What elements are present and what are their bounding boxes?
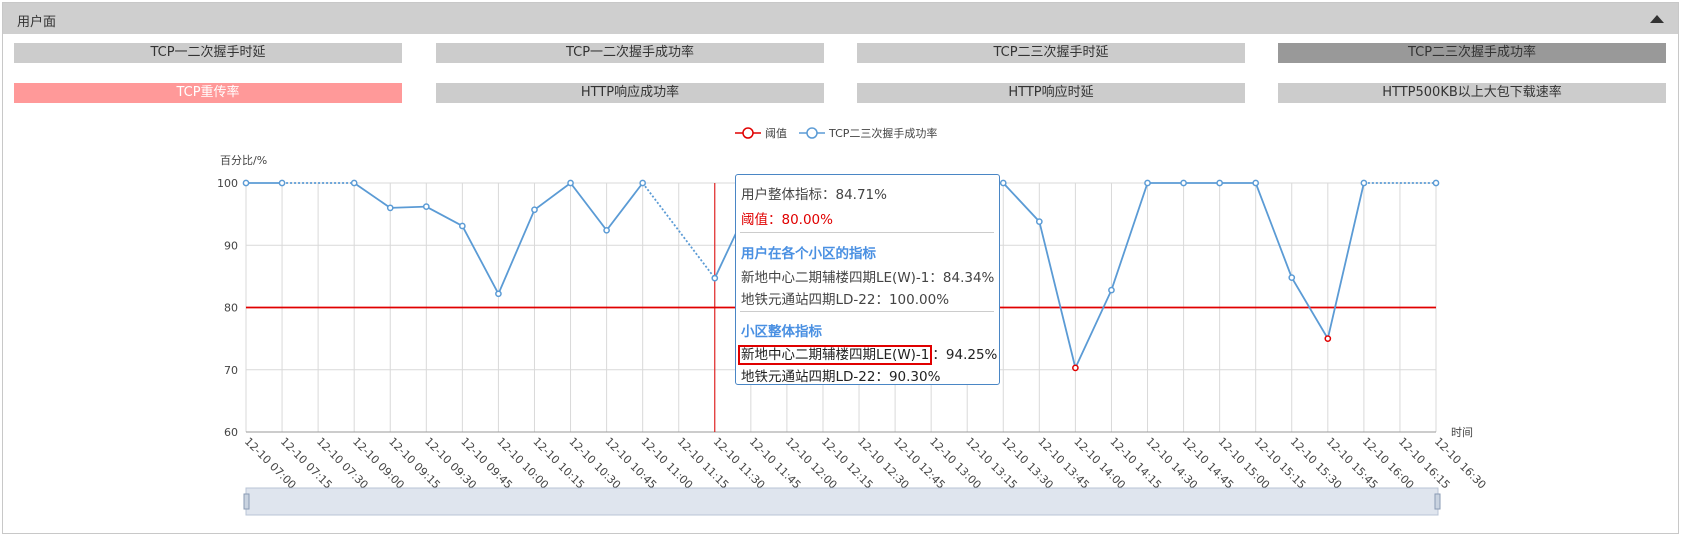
point bbox=[1432, 179, 1440, 187]
y-tick-label: 100 bbox=[217, 177, 238, 190]
point bbox=[1108, 286, 1115, 294]
y-tick-label: 60 bbox=[224, 426, 238, 439]
tab[interactable]: TCP二三次握手时延 bbox=[857, 43, 1245, 63]
divider bbox=[740, 232, 994, 233]
legend-icon bbox=[742, 127, 754, 139]
area-value: ：94.25% bbox=[932, 347, 998, 363]
tooltip-overall: 用户整体指标：84.71% bbox=[741, 187, 887, 203]
tooltip-section-title: 小区整体指标 bbox=[741, 324, 822, 340]
zoom-handle[interactable] bbox=[1434, 493, 1441, 510]
point bbox=[242, 179, 250, 187]
point bbox=[1072, 364, 1079, 372]
tooltip: 用户整体指标：84.71% 阈值：80.00% 用户在各个小区的指标 新地中心二… bbox=[735, 174, 1000, 385]
point bbox=[567, 179, 574, 187]
y-tick-label: 90 bbox=[224, 239, 238, 252]
y-tick-label: 80 bbox=[224, 302, 238, 315]
tooltip-cell: 新地中心二期辅楼四期LE(W)-1：84.34% bbox=[741, 270, 995, 286]
highlighted-cell: 新地中心二期辅楼四期LE(W)-1 bbox=[738, 345, 933, 365]
zoom-slider bbox=[245, 487, 1439, 516]
point bbox=[278, 179, 286, 187]
tooltip-area: 新地中心二期辅楼四期LE(W)-1 ：94.25% bbox=[738, 343, 998, 365]
point bbox=[1360, 179, 1368, 187]
panel-header[interactable]: 用户面 bbox=[3, 3, 1678, 34]
x-axis-title: 时间 bbox=[1451, 426, 1473, 439]
point bbox=[386, 204, 394, 212]
tab[interactable]: HTTP响应时延 bbox=[857, 83, 1245, 103]
point bbox=[1288, 274, 1296, 281]
tooltip-threshold: 阈值：80.00% bbox=[741, 212, 833, 228]
point bbox=[1252, 179, 1260, 187]
point bbox=[422, 203, 430, 211]
point bbox=[711, 274, 719, 282]
point bbox=[1180, 179, 1187, 187]
point bbox=[1324, 335, 1332, 342]
tab[interactable]: HTTP响应成功率 bbox=[436, 83, 824, 103]
legend-icon bbox=[806, 127, 818, 139]
point bbox=[639, 179, 647, 187]
y-tick-label: 70 bbox=[224, 364, 238, 377]
tooltip-cell: 地铁元通站四期LD-22：100.00% bbox=[741, 292, 950, 308]
point bbox=[531, 206, 538, 214]
divider bbox=[740, 311, 994, 312]
zoom-handle[interactable] bbox=[243, 493, 250, 510]
panel-title: 用户面 bbox=[17, 15, 57, 30]
tooltip-area: 地铁元通站四期LD-22：90.30% bbox=[741, 369, 941, 385]
tooltip-section-title: 用户在各个小区的指标 bbox=[741, 246, 876, 262]
tab[interactable]: TCP一二次握手时延 bbox=[14, 43, 402, 63]
point bbox=[1144, 179, 1151, 187]
point bbox=[495, 290, 502, 298]
point bbox=[603, 226, 610, 234]
tab[interactable]: TCP重传率 bbox=[14, 83, 402, 103]
legend-label: 阈值 bbox=[765, 126, 787, 140]
point bbox=[999, 179, 1007, 187]
tab[interactable]: TCP一二次握手成功率 bbox=[436, 43, 824, 63]
y-axis-title: 百分比/% bbox=[220, 154, 267, 167]
point bbox=[1216, 179, 1223, 187]
point bbox=[1035, 218, 1043, 225]
legend-label: TCP二三次握手成功率 bbox=[828, 126, 937, 140]
tab[interactable]: HTTP500KB以上大包下载速率 bbox=[1278, 83, 1666, 103]
point bbox=[350, 179, 358, 187]
tab[interactable]: TCP二三次握手成功率 bbox=[1278, 43, 1666, 63]
collapse-icon[interactable] bbox=[1650, 15, 1664, 23]
point bbox=[459, 222, 466, 230]
